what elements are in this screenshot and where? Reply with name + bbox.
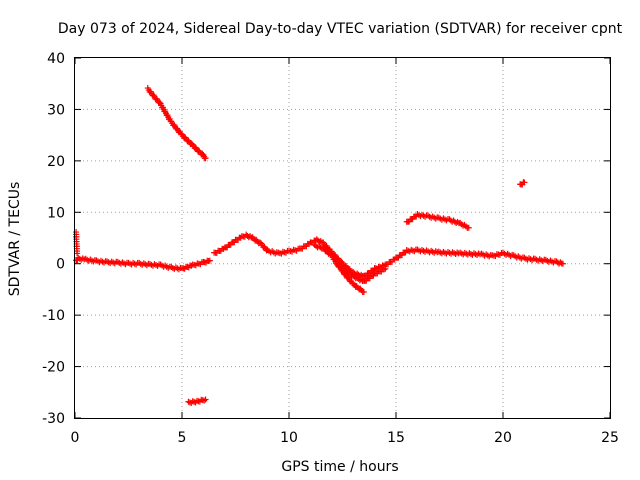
axis-ticks: 0 5 10 15 20 25 -30 -20 -10 0 10 20 30 40 [42,51,619,446]
data-point [352,275,359,282]
x-tick-label: 25 [601,430,619,446]
series-isolated [517,179,528,188]
series-descending-arc [144,85,209,162]
plot-frame [74,57,611,419]
data-points [73,85,566,407]
y-axis-label: SDTVAR / TECUs [7,182,23,297]
data-point [454,218,461,225]
series-upper-arc [403,211,472,231]
data-point [201,397,208,404]
series-afternoon [371,246,566,272]
data-point [202,155,209,162]
x-tick-label: 15 [387,430,405,446]
series-daytime [211,231,378,280]
data-point [521,179,528,186]
data-point [465,224,472,231]
x-axis-label: GPS time / hours [281,459,398,475]
grid [75,58,610,418]
series-low-arc [185,396,209,407]
series-early-points [73,229,81,257]
y-tick-label: 40 [47,51,65,67]
data-point [380,262,387,269]
x-tick-label: 20 [494,430,512,446]
data-point [360,289,367,295]
data-point [202,396,209,403]
series-main [73,254,213,273]
data-point [559,260,566,267]
y-tick-label: 0 [56,257,65,273]
y-tick-label: -20 [42,360,65,376]
data-point [156,99,163,106]
chart-title: Day 073 of 2024, Sidereal Day-to-day VTE… [58,21,623,37]
y-tick-label: 30 [47,102,65,118]
y-tick-label: -30 [42,411,65,427]
x-tick-label: 5 [178,430,187,446]
data-point [191,398,198,405]
data-point [74,250,81,257]
x-tick-label: 0 [71,430,80,446]
data-point [206,257,213,264]
data-point [348,273,355,280]
y-tick-label: 20 [47,154,65,170]
y-tick-label: -10 [42,308,65,324]
y-tick-label: 10 [47,205,65,221]
x-tick-label: 10 [280,430,298,446]
